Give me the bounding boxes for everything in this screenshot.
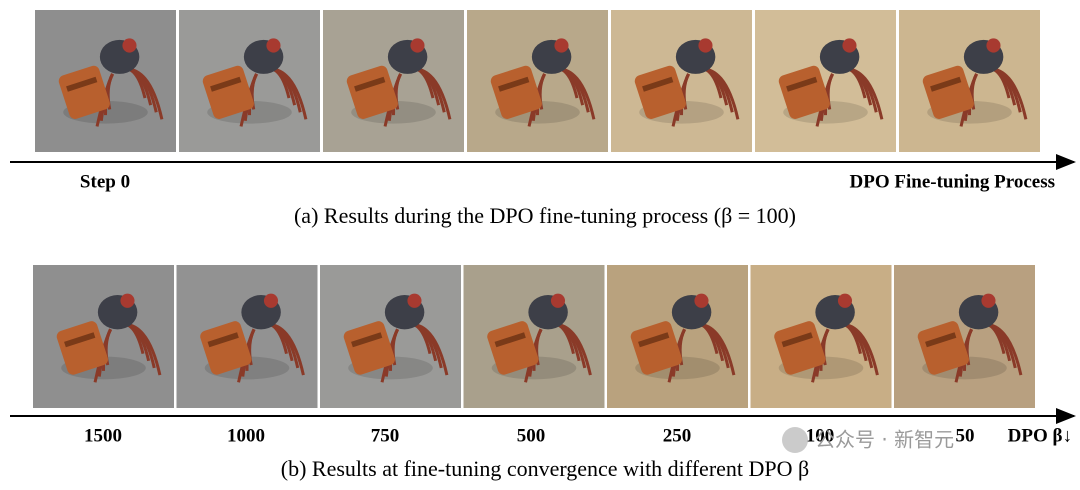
crab-head: [842, 38, 857, 53]
bag-strap: [351, 332, 383, 348]
bag: [58, 65, 110, 119]
image: [750, 265, 892, 408]
image: [607, 265, 748, 408]
crab-head: [694, 293, 709, 308]
crab-head: [698, 38, 713, 53]
start-label: Step 0: [80, 171, 130, 192]
bag-strap: [66, 76, 98, 92]
image-background: [33, 265, 174, 408]
image-background: [463, 265, 605, 408]
bag: [202, 65, 254, 119]
image-background: [467, 10, 608, 152]
bag-strap: [786, 76, 818, 92]
bag-strap: [207, 332, 239, 348]
bag: [56, 321, 108, 375]
image: [33, 265, 174, 408]
watermark-text: 公众号 · 新智元: [815, 428, 954, 452]
bag-strap: [494, 332, 526, 348]
bag-strap: [642, 76, 674, 92]
image-background: [755, 10, 896, 152]
beta-label: 500: [517, 425, 546, 446]
bag-strap: [210, 76, 242, 92]
watermark: 公众号 · 新智元: [782, 427, 954, 453]
bag-strap: [638, 332, 670, 348]
crab-head: [122, 38, 137, 53]
crab-head: [263, 293, 279, 308]
image: [611, 10, 752, 152]
crab-head: [550, 293, 566, 308]
beta-label: 1500: [84, 425, 122, 446]
image-background: [611, 10, 752, 152]
bag: [490, 65, 542, 119]
beta-label: 100: [806, 425, 835, 446]
image: [755, 10, 896, 152]
image-background: [179, 10, 320, 152]
bag-strap: [498, 76, 530, 92]
bag: [200, 321, 252, 375]
bag-strap: [930, 76, 962, 92]
beta-label: 50: [956, 425, 975, 446]
bag: [343, 321, 395, 375]
bag: [346, 65, 398, 119]
crab-head: [407, 293, 422, 308]
crab-head: [266, 38, 281, 53]
image: [899, 10, 1040, 152]
image-background: [323, 10, 464, 152]
image: [323, 10, 464, 152]
image-row: [33, 265, 1035, 408]
image-background: [899, 10, 1040, 152]
image: [463, 265, 605, 408]
beta-label: 1000: [227, 425, 265, 446]
bag-strap: [925, 332, 957, 348]
image: [179, 10, 320, 152]
image-background: [35, 10, 176, 152]
image-background: [894, 265, 1035, 408]
crab-head: [986, 38, 1001, 53]
bag: [630, 321, 682, 375]
image: [35, 10, 176, 152]
end-label: DPO β↓: [1008, 425, 1072, 446]
caption: (b) Results at fine-tuning convergence w…: [281, 456, 809, 481]
beta-labels: 1500 1000 750 500 250 100 50: [84, 425, 975, 446]
bag: [778, 65, 830, 119]
bag-strap: [354, 76, 386, 92]
image-background: [320, 265, 461, 408]
bag: [487, 321, 539, 375]
end-label: DPO Fine-tuning Process: [850, 171, 1055, 192]
image-background: [750, 265, 892, 408]
bag: [917, 321, 969, 375]
caption: (a) Results during the DPO fine-tuning p…: [294, 203, 796, 228]
crab-head: [981, 293, 996, 308]
bag: [922, 65, 974, 119]
image-row: [35, 10, 1040, 152]
beta-label: 250: [663, 425, 692, 446]
crab-head: [837, 293, 853, 308]
crab-head: [410, 38, 425, 53]
bag: [634, 65, 686, 119]
image: [176, 265, 318, 408]
crab-head: [554, 38, 569, 53]
watermark-icon: [782, 427, 808, 453]
beta-label: 750: [371, 425, 400, 446]
image-background: [607, 265, 748, 408]
bag: [774, 321, 826, 375]
image-background: [176, 265, 318, 408]
image: [320, 265, 461, 408]
crab-head: [120, 293, 135, 308]
image: [894, 265, 1035, 408]
bag-strap: [781, 332, 813, 348]
image: [467, 10, 608, 152]
bag-strap: [64, 332, 96, 348]
